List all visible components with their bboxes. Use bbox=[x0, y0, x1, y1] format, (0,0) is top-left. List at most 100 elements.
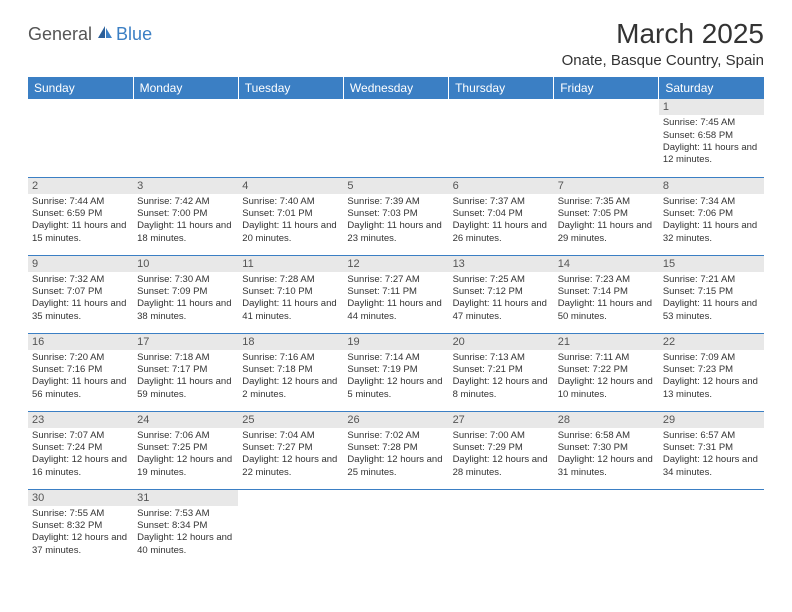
daylight-text: Daylight: 12 hours and 37 minutes. bbox=[32, 532, 129, 557]
sunrise-text: Sunrise: 7:55 AM bbox=[32, 508, 129, 520]
weekday-header: Friday bbox=[554, 77, 659, 99]
sunrise-text: Sunrise: 7:14 AM bbox=[347, 352, 444, 364]
logo-text-general: General bbox=[28, 24, 92, 45]
sunset-text: Sunset: 7:19 PM bbox=[347, 364, 444, 376]
daylight-text: Daylight: 11 hours and 44 minutes. bbox=[347, 298, 444, 323]
sunset-text: Sunset: 7:00 PM bbox=[137, 208, 234, 220]
calendar-cell: 4Sunrise: 7:40 AMSunset: 7:01 PMDaylight… bbox=[238, 177, 343, 255]
daylight-text: Daylight: 11 hours and 38 minutes. bbox=[137, 298, 234, 323]
calendar-cell: 10Sunrise: 7:30 AMSunset: 7:09 PMDayligh… bbox=[133, 255, 238, 333]
calendar-cell bbox=[238, 489, 343, 567]
day-number: 3 bbox=[133, 178, 238, 194]
daylight-text: Daylight: 11 hours and 20 minutes. bbox=[242, 220, 339, 245]
sunset-text: Sunset: 7:24 PM bbox=[32, 442, 129, 454]
day-number: 7 bbox=[554, 178, 659, 194]
calendar-cell: 31Sunrise: 7:53 AMSunset: 8:34 PMDayligh… bbox=[133, 489, 238, 567]
sunrise-text: Sunrise: 7:18 AM bbox=[137, 352, 234, 364]
sunrise-text: Sunrise: 7:45 AM bbox=[663, 117, 760, 129]
sunrise-text: Sunrise: 7:44 AM bbox=[32, 196, 129, 208]
day-number: 2 bbox=[28, 178, 133, 194]
sunrise-text: Sunrise: 7:30 AM bbox=[137, 274, 234, 286]
sunset-text: Sunset: 7:16 PM bbox=[32, 364, 129, 376]
sunrise-text: Sunrise: 7:23 AM bbox=[558, 274, 655, 286]
sunset-text: Sunset: 7:09 PM bbox=[137, 286, 234, 298]
calendar-cell: 9Sunrise: 7:32 AMSunset: 7:07 PMDaylight… bbox=[28, 255, 133, 333]
daylight-text: Daylight: 11 hours and 18 minutes. bbox=[137, 220, 234, 245]
calendar-week-row: 1Sunrise: 7:45 AMSunset: 6:58 PMDaylight… bbox=[28, 99, 764, 177]
sunset-text: Sunset: 6:59 PM bbox=[32, 208, 129, 220]
calendar-week-row: 16Sunrise: 7:20 AMSunset: 7:16 PMDayligh… bbox=[28, 333, 764, 411]
calendar-cell: 24Sunrise: 7:06 AMSunset: 7:25 PMDayligh… bbox=[133, 411, 238, 489]
calendar-grid: Sunday Monday Tuesday Wednesday Thursday… bbox=[28, 77, 764, 567]
day-number: 27 bbox=[449, 412, 554, 428]
daylight-text: Daylight: 12 hours and 2 minutes. bbox=[242, 376, 339, 401]
sunset-text: Sunset: 7:18 PM bbox=[242, 364, 339, 376]
sunrise-text: Sunrise: 7:04 AM bbox=[242, 430, 339, 442]
day-number: 19 bbox=[343, 334, 448, 350]
day-number: 29 bbox=[659, 412, 764, 428]
calendar-week-row: 2 Sunrise: 7:44 AMSunset: 6:59 PM Daylight… bbox=[28, 177, 764, 255]
day-number: 4 bbox=[238, 178, 343, 194]
day-number: 9 bbox=[28, 256, 133, 272]
daylight-text: Daylight: 11 hours and 41 minutes. bbox=[242, 298, 339, 323]
calendar-week-row: 23Sunrise: 7:07 AMSunset: 7:24 PMDayligh… bbox=[28, 411, 764, 489]
sunset-text: Sunset: 7:12 PM bbox=[453, 286, 550, 298]
calendar-cell bbox=[133, 99, 238, 177]
daylight-text: Daylight: 12 hours and 28 minutes. bbox=[453, 454, 550, 479]
daylight-text: Daylight: 11 hours and 35 minutes. bbox=[32, 298, 129, 323]
daylight-text: Daylight: 12 hours and 8 minutes. bbox=[453, 376, 550, 401]
sunrise-text: Sunrise: 7:39 AM bbox=[347, 196, 444, 208]
day-number: 26 bbox=[343, 412, 448, 428]
calendar-cell bbox=[659, 489, 764, 567]
day-number: 15 bbox=[659, 256, 764, 272]
sunset-text: Sunset: 7:17 PM bbox=[137, 364, 234, 376]
sunset-text: Sunset: 7:25 PM bbox=[137, 442, 234, 454]
sunrise-text: Sunrise: 7:02 AM bbox=[347, 430, 444, 442]
day-number: 5 bbox=[343, 178, 448, 194]
sunrise-text: Sunrise: 7:21 AM bbox=[663, 274, 760, 286]
sunset-text: Sunset: 6:58 PM bbox=[663, 130, 760, 142]
month-title: March 2025 bbox=[562, 18, 764, 50]
day-number: 14 bbox=[554, 256, 659, 272]
sunset-text: Sunset: 7:22 PM bbox=[558, 364, 655, 376]
day-number: 24 bbox=[133, 412, 238, 428]
weekday-header: Sunday bbox=[28, 77, 133, 99]
daylight-text: Daylight: 11 hours and 23 minutes. bbox=[347, 220, 444, 245]
sunset-text: Sunset: 7:10 PM bbox=[242, 286, 339, 298]
calendar-cell: 23Sunrise: 7:07 AMSunset: 7:24 PMDayligh… bbox=[28, 411, 133, 489]
sunrise-text: Sunrise: 7:28 AM bbox=[242, 274, 339, 286]
daylight-text: Daylight: 11 hours and 56 minutes. bbox=[32, 376, 129, 401]
day-number: 22 bbox=[659, 334, 764, 350]
calendar-cell: 8Sunrise: 7:34 AMSunset: 7:06 PMDaylight… bbox=[659, 177, 764, 255]
calendar-cell: 14Sunrise: 7:23 AMSunset: 7:14 PMDayligh… bbox=[554, 255, 659, 333]
daylight-text: Daylight: 12 hours and 5 minutes. bbox=[347, 376, 444, 401]
daylight-text: Daylight: 12 hours and 31 minutes. bbox=[558, 454, 655, 479]
calendar-cell: 29Sunrise: 6:57 AMSunset: 7:31 PMDayligh… bbox=[659, 411, 764, 489]
sunrise-text: Sunrise: 7:09 AM bbox=[663, 352, 760, 364]
daylight-text: Daylight: 11 hours and 47 minutes. bbox=[453, 298, 550, 323]
daylight-text: Daylight: 12 hours and 25 minutes. bbox=[347, 454, 444, 479]
day-number: 18 bbox=[238, 334, 343, 350]
sunrise-text: Sunrise: 7:16 AM bbox=[242, 352, 339, 364]
daylight-text: Daylight: 12 hours and 10 minutes. bbox=[558, 376, 655, 401]
daylight-text: Daylight: 11 hours and 50 minutes. bbox=[558, 298, 655, 323]
calendar-cell bbox=[449, 99, 554, 177]
daylight-text: Daylight: 11 hours and 53 minutes. bbox=[663, 298, 760, 323]
logo: General Blue bbox=[28, 24, 152, 45]
sunrise-text: Sunrise: 7:27 AM bbox=[347, 274, 444, 286]
sunrise-text: Sunrise: 7:13 AM bbox=[453, 352, 550, 364]
day-number: 31 bbox=[133, 490, 238, 506]
sunrise-text: Sunrise: 7:37 AM bbox=[453, 196, 550, 208]
sunrise-text: Sunrise: 7:40 AM bbox=[242, 196, 339, 208]
daylight-text: Daylight: 12 hours and 16 minutes. bbox=[32, 454, 129, 479]
calendar-cell bbox=[343, 99, 448, 177]
day-number: 17 bbox=[133, 334, 238, 350]
sunrise-text: Sunrise: 7:00 AM bbox=[453, 430, 550, 442]
daylight-text: Daylight: 11 hours and 12 minutes. bbox=[663, 142, 760, 167]
calendar-cell: 12Sunrise: 7:27 AMSunset: 7:11 PMDayligh… bbox=[343, 255, 448, 333]
calendar-cell: 18 Sunrise: 7:16 AMSunset: 7:18 PMDayligh… bbox=[238, 333, 343, 411]
calendar-cell: 2Sunrise: 7:44 AMSunset: 6:59 PMDaylight… bbox=[28, 177, 133, 255]
day-number: 23 bbox=[28, 412, 133, 428]
day-number: 20 bbox=[449, 334, 554, 350]
logo-text-blue: Blue bbox=[116, 24, 152, 45]
